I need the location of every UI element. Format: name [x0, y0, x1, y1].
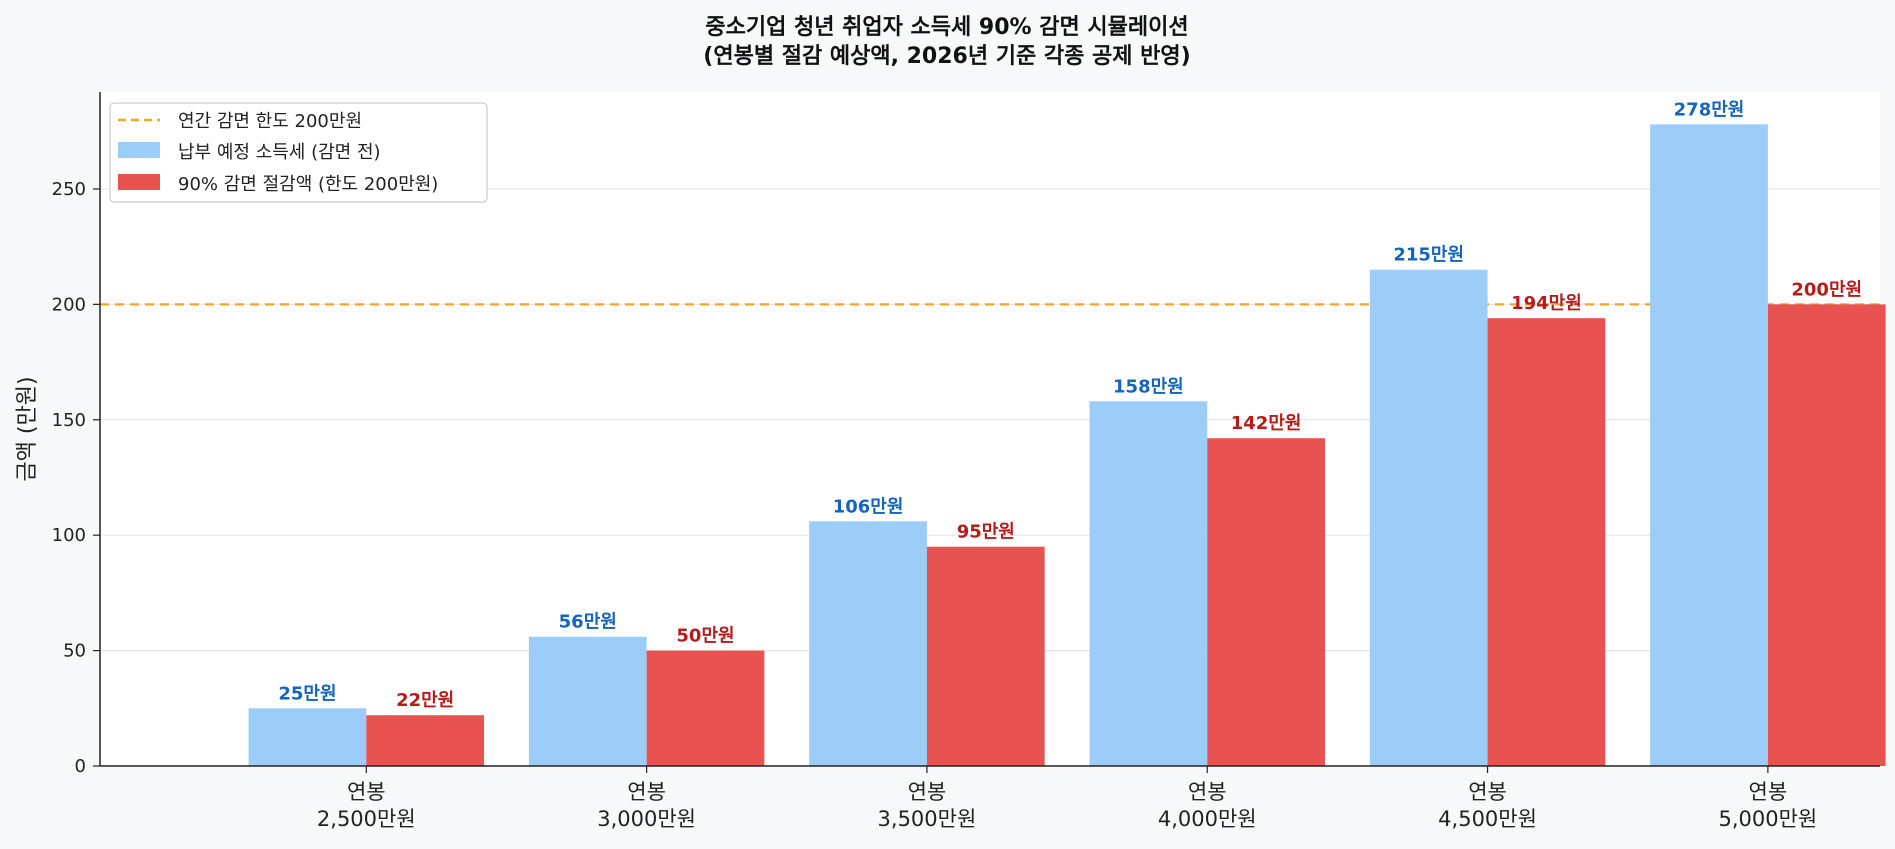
bar-before-tax [528, 636, 647, 766]
bar-value-label: 158만원 [1113, 376, 1184, 397]
legend: 연간 감면 한도 200만원 납부 예정 소득세 (감면 전) 90% 감면 절… [109, 102, 488, 203]
x-tick-label: 연봉 [1188, 780, 1227, 804]
y-tick-label: 50 [63, 641, 86, 662]
bar-savings [926, 546, 1045, 766]
bar-before-tax [809, 521, 927, 766]
x-tick-label: 3,500만원 [878, 807, 977, 831]
x-tick-label: 연봉 [347, 780, 386, 804]
bar-savings [1207, 438, 1325, 766]
bars [248, 124, 1886, 767]
y-tick-label: 0 [75, 756, 86, 777]
y-tick-label: 150 [52, 410, 86, 431]
x-tick-label: 연봉 [627, 780, 666, 804]
x-tick-label: 연봉 [908, 780, 947, 804]
x-tick-label: 3,000만원 [597, 807, 696, 831]
bar-value-label: 25만원 [278, 683, 336, 704]
x-tick-label: 4,000만원 [1158, 807, 1257, 831]
legend-label-limit: 연간 감면 한도 200만원 [178, 111, 362, 132]
data-labels: 25만원 22만원 56만원 50만원 106만원 95만원 158만원 142만원 215만원… [278, 99, 1862, 711]
bar-value-label: 95만원 [957, 522, 1015, 543]
bar-value-label: 56만원 [559, 612, 617, 633]
x-tick-label: 연봉 [1468, 780, 1507, 804]
bar-value-label: 215만원 [1393, 245, 1464, 266]
y-tick-label: 200 [52, 294, 86, 315]
legend-box [109, 102, 488, 203]
axes: 0 50 100 150 200 250 연봉 2,500만원 연봉 3,000만원 연봉 3,500… [52, 92, 1880, 831]
legend-label-before-tax: 납부 예정 소득세 (감면 전) [178, 142, 381, 163]
y-axis-label: 금액 (만원) [15, 376, 40, 481]
x-tick-label: 2,500만원 [317, 807, 416, 831]
legend-swatch-savings [118, 174, 160, 190]
bar-before-tax [1369, 269, 1488, 766]
bar-before-tax [1089, 401, 1208, 766]
bar-before-tax [1650, 124, 1768, 767]
bar-savings [646, 650, 765, 766]
bar-value-label: 200만원 [1791, 279, 1862, 300]
legend-swatch-before-tax [118, 142, 160, 158]
bar-savings [366, 715, 485, 766]
bar-savings [1487, 318, 1606, 766]
bar-before-tax [248, 708, 367, 766]
bar-value-label: 50만원 [676, 626, 734, 647]
chart-title: 중소기업 청년 취업자 소득세 90% 감면 시뮬레이션 [705, 15, 1188, 40]
chart-subtitle: (연봉별 절감 예상액, 2026년 기준 각종 공제 반영) [703, 44, 1190, 69]
bar-value-label: 194만원 [1511, 293, 1582, 314]
bar-value-label: 106만원 [833, 496, 904, 517]
y-tick-label: 250 [52, 179, 86, 200]
bar-value-label: 142만원 [1231, 413, 1302, 434]
y-tick-label: 100 [52, 525, 86, 546]
x-tick-label: 5,000만원 [1718, 807, 1817, 831]
bar-value-label: 278만원 [1674, 99, 1745, 120]
bar-value-label: 22만원 [396, 690, 454, 711]
bar-savings [1767, 304, 1886, 766]
x-tick-label: 연봉 [1749, 780, 1788, 804]
x-tick-label: 4,500만원 [1438, 807, 1537, 831]
legend-label-savings: 90% 감면 절감액 (한도 200만원) [178, 174, 438, 195]
